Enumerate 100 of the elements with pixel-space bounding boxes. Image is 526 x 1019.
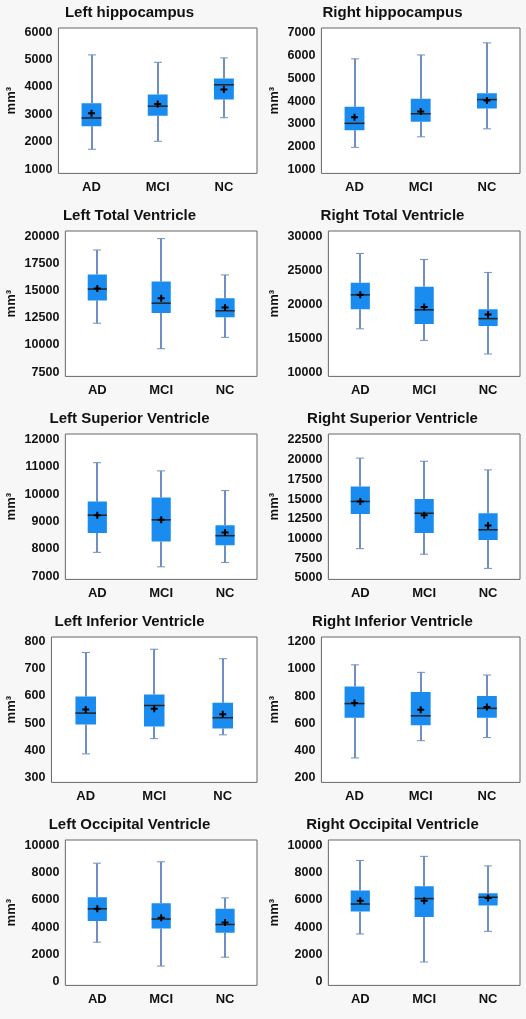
- y-tick-label: 600: [24, 688, 46, 703]
- y-axis-title: mm³: [266, 695, 282, 724]
- y-tick-label: 2000: [24, 134, 53, 149]
- chart-title: Left hippocampus: [64, 3, 195, 21]
- y-tick-label: 5000: [287, 70, 316, 85]
- y-tick-label: 2000: [287, 139, 316, 154]
- y-tick-label: 800: [294, 688, 316, 703]
- y-tick-label: 5000: [294, 570, 323, 585]
- x-tick-label: MCI: [145, 178, 170, 194]
- chart-title: Right hippocampus: [322, 3, 463, 21]
- y-tick-label: 1000: [287, 661, 316, 676]
- x-tick-label: NC: [478, 381, 499, 397]
- y-tick-label: 7500: [294, 550, 323, 565]
- y-tick-label: 20000: [287, 452, 323, 467]
- y-tick-label: 12000: [24, 431, 60, 446]
- x-tick-label: AD: [345, 178, 364, 194]
- y-tick-label: 4000: [31, 919, 60, 934]
- y-tick-label: 400: [294, 742, 316, 757]
- y-tick-label: 6000: [287, 47, 316, 62]
- x-tick-label: AD: [350, 584, 370, 600]
- x-tick-label: NC: [213, 787, 233, 803]
- x-tick-label: NC: [214, 178, 234, 194]
- y-axis-title: mm³: [3, 86, 19, 115]
- chart-title: Right Superior Ventricle: [307, 409, 478, 427]
- x-tick-label: AD: [82, 178, 101, 194]
- x-tick-label: NC: [215, 990, 236, 1006]
- y-tick-label: 8000: [31, 541, 60, 556]
- y-axis-title: mm³: [3, 695, 19, 724]
- x-tick-label: MCI: [408, 787, 433, 803]
- x-tick-label: NC: [215, 381, 236, 397]
- y-tick-label: 17500: [24, 256, 60, 271]
- y-tick-label: 4000: [294, 919, 323, 934]
- x-tick-label: NC: [478, 584, 499, 600]
- chart-title: Right Occipital Ventricle: [306, 815, 479, 833]
- x-tick-label: NC: [478, 990, 499, 1006]
- y-tick-label: 10000: [287, 837, 323, 852]
- x-tick-label: MCI: [408, 178, 433, 194]
- x-tick-label: MCI: [149, 584, 174, 600]
- y-tick-label: 10000: [287, 530, 323, 545]
- y-tick-label: 1000: [287, 162, 316, 177]
- y-tick-label: 300: [24, 769, 46, 784]
- y-tick-label: 20000: [287, 296, 323, 311]
- y-tick-label: 7500: [31, 364, 60, 379]
- x-tick-label: AD: [87, 381, 107, 397]
- y-tick-label: 11000: [25, 459, 60, 474]
- y-tick-label: 2000: [31, 946, 60, 961]
- y-tick-label: 200: [294, 770, 316, 785]
- x-tick-label: AD: [87, 584, 107, 600]
- chart-title: Left Inferior Ventricle: [54, 612, 205, 630]
- chart-title: Right Inferior Ventricle: [312, 612, 473, 630]
- y-tick-label: 2000: [294, 946, 323, 961]
- y-tick-label: 700: [24, 661, 46, 676]
- x-tick-label: MCI: [149, 990, 174, 1006]
- y-tick-label: 0: [315, 974, 323, 989]
- y-tick-label: 500: [24, 715, 46, 730]
- y-tick-label: 22500: [287, 432, 323, 447]
- y-tick-label: 1000: [24, 161, 53, 176]
- y-tick-label: 12500: [287, 511, 323, 526]
- y-tick-label: 8000: [31, 865, 60, 880]
- y-tick-label: 1200: [287, 634, 316, 649]
- x-tick-label: NC: [477, 787, 497, 803]
- x-tick-label: AD: [345, 787, 364, 803]
- x-tick-label: MCI: [412, 381, 437, 397]
- y-tick-label: 400: [24, 742, 46, 757]
- y-tick-label: 4000: [24, 79, 53, 94]
- chart-title: Left Occipital Ventricle: [48, 815, 211, 833]
- y-tick-label: 10000: [287, 364, 323, 379]
- y-axis-title: mm³: [266, 86, 282, 115]
- y-tick-label: 6000: [24, 24, 53, 39]
- y-tick-label: 10000: [24, 486, 60, 501]
- y-tick-label: 10000: [24, 337, 60, 352]
- y-tick-label: 5000: [24, 52, 53, 66]
- y-tick-label: 30000: [287, 228, 323, 243]
- x-tick-label: MCI: [149, 381, 174, 397]
- y-tick-label: 9000: [31, 513, 60, 528]
- x-tick-label: AD: [76, 787, 96, 803]
- y-axis-title: mm³: [266, 492, 282, 521]
- x-tick-label: AD: [350, 381, 370, 397]
- y-axis-title: mm³: [3, 492, 19, 521]
- y-tick-label: 6000: [31, 892, 60, 907]
- y-tick-label: 15000: [287, 491, 323, 506]
- y-tick-label: 3000: [24, 106, 53, 121]
- x-tick-label: MCI: [412, 584, 437, 600]
- chart-title: Left Total Ventricle: [62, 206, 197, 224]
- x-tick-label: AD: [87, 990, 107, 1006]
- y-tick-label: 600: [294, 715, 316, 730]
- y-tick-label: 10000: [24, 837, 60, 852]
- y-tick-label: 15000: [24, 283, 60, 298]
- y-tick-label: 8000: [294, 865, 323, 880]
- y-tick-label: 800: [24, 634, 46, 649]
- x-tick-label: AD: [350, 990, 370, 1006]
- y-tick-label: 20000: [24, 228, 60, 243]
- y-axis-title: mm³: [3, 898, 19, 927]
- y-tick-label: 25000: [287, 262, 323, 277]
- x-tick-label: NC: [215, 584, 236, 600]
- y-tick-label: 15000: [287, 330, 323, 345]
- y-axis-title: mm³: [3, 289, 19, 318]
- y-tick-label: 12500: [24, 310, 60, 325]
- y-tick-label: 7000: [31, 568, 60, 583]
- y-axis-title: mm³: [266, 898, 282, 927]
